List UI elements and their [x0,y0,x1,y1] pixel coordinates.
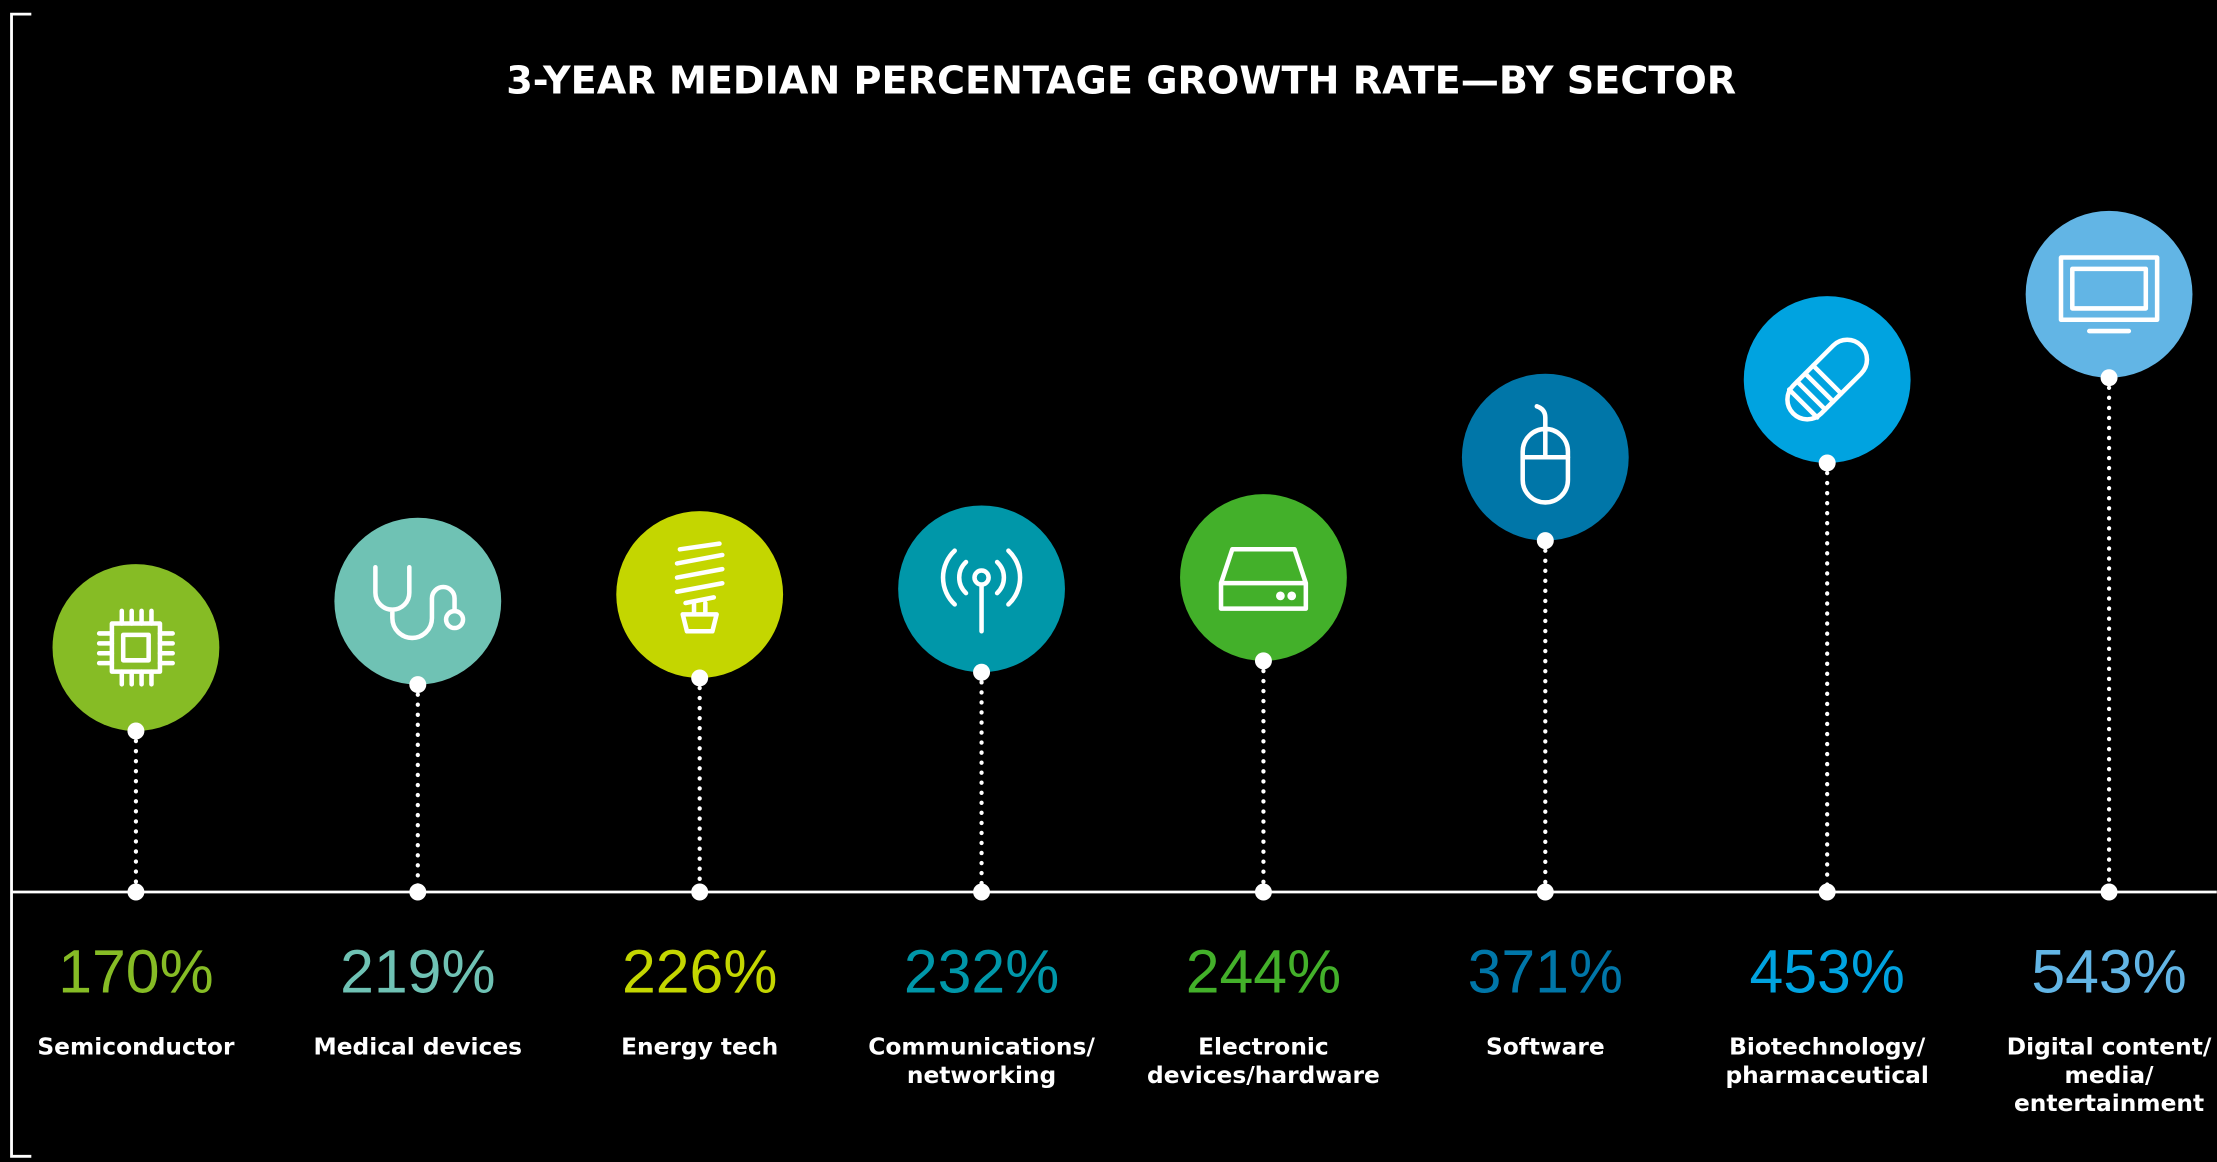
category-label: Electronic [1198,1034,1329,1061]
base-dot [691,883,709,901]
sector-icon [2058,255,2160,334]
stem-top-dot [2100,369,2118,387]
chart-title: 3-YEAR MEDIAN PERCENTAGE GROWTH RATE—BY … [506,58,1736,102]
icon-part [443,608,466,631]
icon-part [2058,255,2160,323]
value-label: 219% [340,937,495,1005]
icon-part [940,548,1023,634]
base-dot [1818,883,1836,901]
bubble [616,511,784,678]
base-dot [1536,883,1554,901]
value-label: 453% [1749,937,1904,1005]
stem-top-dot [973,663,991,681]
sector-icon [940,548,1023,634]
icon-part [1520,404,1571,460]
value-label: 226% [622,937,777,1005]
stem-top-dot [691,669,709,687]
stem-top-dot [1536,532,1554,550]
sector-icon [373,564,466,641]
stem-top-dot [409,676,427,694]
category-label: Digital content/ [2007,1034,2212,1061]
category-label: Energy tech [621,1034,778,1061]
base-dot [127,883,145,901]
value-label: 232% [904,937,1059,1005]
icon-part [1276,591,1285,601]
stem-top-dot [1254,652,1272,670]
bubble [334,517,502,685]
bubble [2025,210,2193,378]
frame-bracket [10,12,32,1158]
icon-part [1786,363,1844,420]
icon-part [109,621,163,674]
sector-icon [96,608,175,687]
icon-part [120,632,151,663]
category-label: Biotechnology/ [1729,1034,1926,1061]
value-label: 371% [1468,937,1623,1005]
value-label: 543% [2031,937,2186,1005]
sector-icon [1218,546,1309,611]
icon-part [1218,546,1309,611]
icon-part [96,608,175,687]
category-label: devices/hardware [1147,1062,1380,1089]
icon-part [1287,591,1297,601]
category-label: entertainment [2014,1090,2204,1117]
category-label: Semiconductor [37,1034,235,1061]
sector-icon [1520,404,1571,505]
sector-icon [674,541,725,634]
category-label: Medical devices [314,1034,523,1061]
category-label: networking [907,1062,1056,1089]
category-label: Communications/ [868,1034,1095,1061]
icon-part [2070,266,2149,311]
stem-top-dot [127,722,145,740]
value-label: 170% [58,937,213,1005]
icon-part [1785,337,1870,422]
sector-icon [1785,337,1870,422]
icon-part [373,564,457,641]
bubble [1180,494,1347,661]
value-label: 244% [1186,937,1341,1005]
bubble [52,564,220,731]
base-dot [409,883,427,901]
stem-top-dot [1818,454,1836,472]
icon-part [674,541,725,634]
base-dot [973,883,991,901]
base-dot [1254,883,1272,901]
category-label: Software [1486,1034,1605,1061]
category-label: pharmaceutical [1725,1062,1928,1089]
base-dot [2100,883,2118,901]
category-label: media/ [2065,1062,2155,1089]
